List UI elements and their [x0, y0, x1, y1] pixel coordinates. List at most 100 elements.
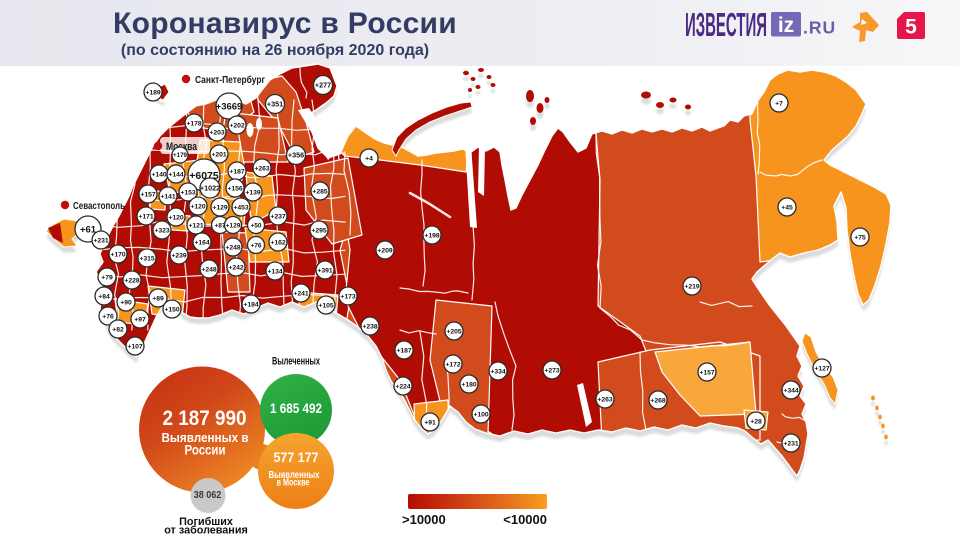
svg-text:+277: +277	[315, 81, 331, 90]
svg-text:.RU: .RU	[803, 18, 836, 38]
svg-text:+91: +91	[424, 419, 436, 426]
svg-text:+129: +129	[226, 222, 241, 229]
svg-text:+97: +97	[134, 316, 146, 323]
svg-text:+162: +162	[270, 239, 286, 246]
svg-text:+344: +344	[783, 387, 799, 394]
svg-text:+263: +263	[254, 165, 270, 172]
svg-text:+153: +153	[180, 189, 196, 196]
svg-text:+172: +172	[445, 361, 461, 368]
svg-text:+173: +173	[340, 293, 356, 300]
svg-text:Погибших: Погибших	[179, 516, 233, 528]
svg-text:+180: +180	[461, 381, 477, 388]
svg-text:+164: +164	[194, 239, 210, 246]
svg-text:Выявленных в: Выявленных в	[162, 430, 249, 445]
svg-text:+1022: +1022	[200, 184, 220, 193]
svg-text:+323: +323	[154, 227, 170, 234]
svg-text:2 187 990: 2 187 990	[163, 406, 247, 430]
svg-text:+184: +184	[243, 301, 259, 308]
svg-text:+61: +61	[80, 224, 97, 235]
svg-text:+82: +82	[112, 326, 124, 333]
svg-text:+224: +224	[395, 383, 411, 390]
svg-text:+228: +228	[124, 277, 140, 284]
svg-text:+391: +391	[317, 267, 333, 274]
svg-text:5: 5	[905, 16, 917, 39]
svg-text:+75: +75	[854, 234, 866, 241]
svg-text:+231: +231	[93, 237, 109, 244]
svg-text:+50: +50	[250, 222, 261, 229]
svg-text:+171: +171	[138, 213, 154, 220]
svg-text:+203: +203	[209, 129, 225, 136]
svg-text:+129: +129	[212, 204, 228, 211]
svg-text:<10000: <10000	[503, 512, 547, 527]
svg-text:+89: +89	[152, 295, 164, 302]
svg-text:+201: +201	[211, 151, 227, 158]
svg-text:+453: +453	[233, 204, 249, 211]
svg-text:+209: +209	[377, 247, 393, 254]
svg-text:ИЗВЕСТИЯ: ИЗВЕСТИЯ	[685, 6, 767, 43]
svg-text:+239: +239	[171, 252, 187, 259]
svg-text:+295: +295	[311, 227, 327, 234]
svg-text:+237: +237	[270, 213, 286, 220]
svg-text:+202: +202	[229, 122, 245, 129]
svg-text:+127: +127	[814, 365, 830, 372]
svg-text:+205: +205	[446, 328, 462, 335]
svg-text:1 685 492: 1 685 492	[270, 401, 322, 416]
svg-text:+238: +238	[362, 323, 378, 330]
svg-text:+144: +144	[168, 171, 184, 178]
svg-text:577 177: 577 177	[274, 449, 319, 465]
svg-text:+170: +170	[110, 251, 126, 258]
svg-text:+231: +231	[783, 440, 799, 447]
svg-text:+100: +100	[473, 411, 489, 418]
svg-text:+268: +268	[650, 397, 666, 404]
svg-text:+105: +105	[318, 302, 334, 309]
svg-text:+273: +273	[544, 367, 560, 374]
svg-text:Севастополь: Севастополь	[73, 201, 125, 212]
svg-text:+141: +141	[160, 193, 176, 200]
svg-text:+150: +150	[164, 306, 180, 313]
svg-text:+178: +178	[186, 120, 202, 127]
svg-text:Вылеченных: Вылеченных	[272, 356, 321, 368]
svg-text:iz: iz	[778, 14, 794, 37]
svg-text:+248: +248	[225, 244, 241, 251]
svg-text:+87: +87	[214, 222, 225, 229]
svg-text:>10000: >10000	[402, 512, 446, 527]
svg-text:+156: +156	[227, 185, 243, 192]
svg-text:+79: +79	[101, 274, 113, 281]
svg-text:+120: +120	[168, 214, 184, 221]
svg-text:+219: +219	[684, 283, 700, 290]
svg-text:+189: +189	[145, 89, 161, 96]
svg-text:+157: +157	[140, 191, 156, 198]
svg-text:+134: +134	[267, 268, 283, 275]
svg-text:+3669: +3669	[216, 101, 243, 112]
svg-text:+140: +140	[151, 171, 167, 178]
svg-text:Выявленных: Выявленных	[269, 470, 320, 481]
svg-text:+139: +139	[245, 189, 261, 196]
svg-text:+179: +179	[173, 152, 187, 159]
svg-text:+285: +285	[312, 188, 328, 195]
svg-text:+187: +187	[396, 347, 412, 354]
svg-text:+242: +242	[228, 264, 244, 271]
svg-text:+198: +198	[424, 232, 440, 239]
svg-text:+351: +351	[267, 100, 283, 109]
svg-text:+107: +107	[127, 343, 143, 350]
svg-text:+84: +84	[98, 293, 110, 300]
svg-text:+28: +28	[750, 418, 762, 425]
svg-text:в Москве: в Москве	[277, 478, 310, 489]
svg-text:+356: +356	[288, 151, 304, 160]
svg-text:+4: +4	[365, 155, 373, 162]
svg-text:+120: +120	[190, 203, 206, 210]
svg-text:Санкт-Петербург: Санкт-Петербург	[195, 74, 265, 86]
svg-text:+45: +45	[781, 204, 793, 211]
svg-text:+315: +315	[139, 255, 155, 262]
svg-text:от заболевания: от заболевания	[164, 525, 248, 537]
svg-text:+7: +7	[775, 100, 783, 107]
svg-text:+90: +90	[120, 299, 132, 306]
svg-text:38 062: 38 062	[194, 489, 222, 501]
svg-text:+76: +76	[102, 313, 114, 320]
svg-text:+76: +76	[250, 242, 261, 249]
svg-text:+263: +263	[597, 396, 613, 403]
svg-text:+121: +121	[188, 222, 204, 229]
svg-text:+248: +248	[201, 266, 217, 273]
svg-text:России: России	[185, 443, 226, 458]
svg-text:+157: +157	[699, 369, 715, 376]
